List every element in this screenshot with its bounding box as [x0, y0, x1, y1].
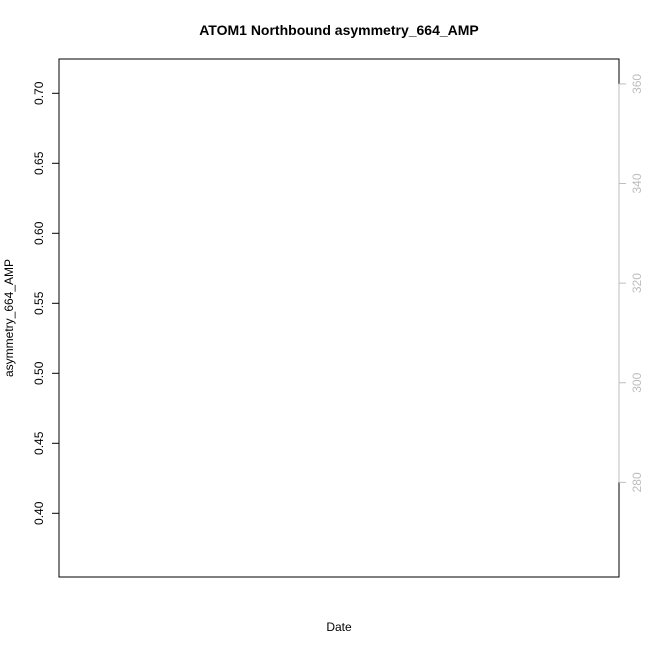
y2-tick-label: 360	[630, 74, 644, 94]
axes: Aug 13Aug 15Aug 17Aug 19Aug 210.400.450.…	[32, 74, 644, 525]
y-tick-label: 0.70	[32, 81, 46, 105]
chart-title: ATOM1 Northbound asymmetry_664_AMP	[199, 22, 479, 38]
y-tick-label: 0.50	[32, 361, 46, 385]
y2-tick-label: 320	[630, 273, 644, 293]
y-tick-label: 0.55	[32, 291, 46, 315]
y-tick-label: 0.45	[32, 431, 46, 455]
y2-tick-label: 300	[630, 372, 644, 392]
plot-frame	[58, 58, 620, 578]
y2-tick-label: 280	[630, 472, 644, 492]
y2-tick-label: 340	[630, 173, 644, 193]
x-axis-label: Date	[326, 620, 352, 634]
y-tick-label: 0.60	[32, 221, 46, 245]
y-tick-label: 0.40	[32, 501, 46, 525]
y-tick-label: 0.65	[32, 151, 46, 175]
y-axis-label: asymmetry_664_AMP	[2, 259, 16, 377]
